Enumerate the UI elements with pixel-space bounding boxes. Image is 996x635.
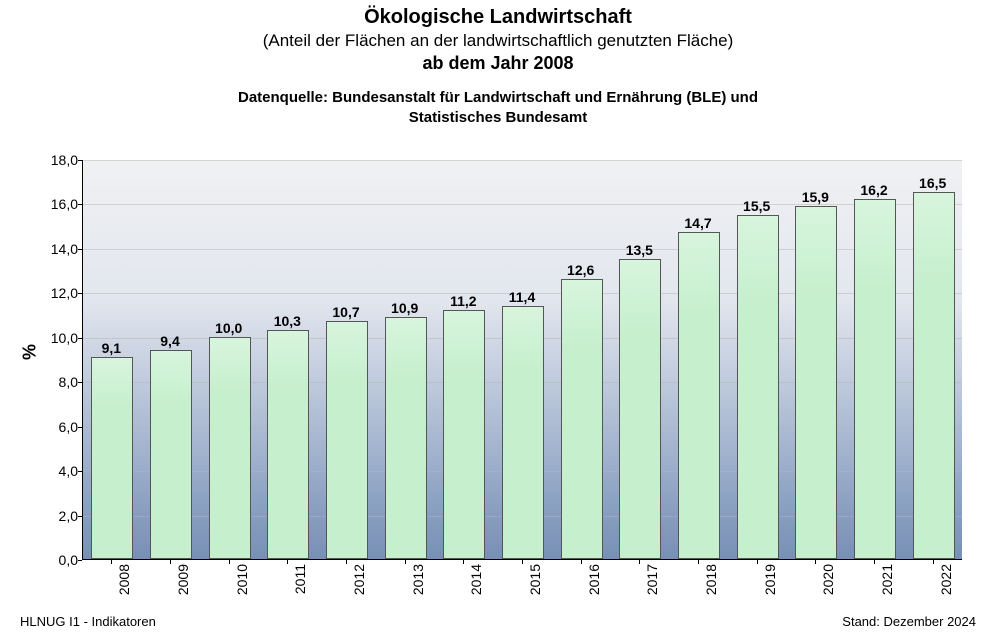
x-tick-label: 2022 — [938, 564, 954, 604]
y-tick-mark — [78, 516, 82, 517]
bar-value-label: 9,4 — [140, 333, 200, 349]
y-tick-mark — [78, 560, 82, 561]
y-tick-label: 8,0 — [28, 374, 78, 390]
x-tick-mark — [698, 560, 699, 564]
bar-value-label: 15,5 — [727, 198, 787, 214]
x-tick-label: 2008 — [116, 564, 132, 604]
bar — [854, 199, 896, 559]
y-tick-label: 16,0 — [28, 196, 78, 212]
y-tick-label: 12,0 — [28, 285, 78, 301]
x-tick-mark — [522, 560, 523, 564]
x-tick-mark — [170, 560, 171, 564]
source-line-2: Statistisches Bundesamt — [0, 108, 996, 128]
bar-value-label: 11,4 — [492, 289, 552, 305]
x-tick-mark — [463, 560, 464, 564]
chart-subtitle: (Anteil der Flächen an der landwirtschaf… — [0, 31, 996, 51]
bar-value-label: 10,7 — [316, 304, 376, 320]
bar — [443, 310, 485, 559]
chart-title-year: ab dem Jahr 2008 — [0, 53, 996, 74]
bar — [913, 192, 955, 559]
x-tick-mark — [287, 560, 288, 564]
x-tick-mark — [874, 560, 875, 564]
x-tick-mark — [405, 560, 406, 564]
x-tick-mark — [346, 560, 347, 564]
x-tick-label: 2011 — [292, 564, 308, 604]
y-tick-label: 10,0 — [28, 330, 78, 346]
bar-value-label: 13,5 — [609, 242, 669, 258]
bar — [91, 357, 133, 559]
bar-value-label: 12,6 — [551, 262, 611, 278]
x-tick-label: 2009 — [175, 564, 191, 604]
bar-value-label: 10,9 — [375, 300, 435, 316]
plot-area — [82, 160, 962, 560]
x-tick-mark — [933, 560, 934, 564]
bar-value-label: 9,1 — [81, 340, 141, 356]
x-tick-label: 2013 — [410, 564, 426, 604]
bar — [150, 350, 192, 559]
bar — [619, 259, 661, 559]
data-source: Datenquelle: Bundesanstalt für Landwirts… — [0, 88, 996, 127]
y-tick-label: 6,0 — [28, 419, 78, 435]
bar — [385, 317, 427, 559]
y-tick-mark — [78, 249, 82, 250]
x-tick-label: 2010 — [234, 564, 250, 604]
x-tick-label: 2017 — [644, 564, 660, 604]
x-tick-label: 2018 — [703, 564, 719, 604]
bar — [502, 306, 544, 559]
y-tick-mark — [78, 338, 82, 339]
bar — [209, 337, 251, 559]
bar — [678, 232, 720, 559]
bars-layer — [83, 160, 962, 559]
x-tick-mark — [639, 560, 640, 564]
x-tick-label: 2014 — [468, 564, 484, 604]
x-tick-mark — [229, 560, 230, 564]
y-tick-label: 14,0 — [28, 241, 78, 257]
y-tick-mark — [78, 427, 82, 428]
x-tick-label: 2021 — [879, 564, 895, 604]
x-tick-mark — [581, 560, 582, 564]
source-line-1: Datenquelle: Bundesanstalt für Landwirts… — [0, 88, 996, 108]
x-tick-mark — [757, 560, 758, 564]
x-tick-label: 2016 — [586, 564, 602, 604]
y-tick-label: 2,0 — [28, 508, 78, 524]
chart-title: Ökologische Landwirtschaft — [0, 6, 996, 29]
bar-value-label: 11,2 — [433, 293, 493, 309]
x-tick-mark — [815, 560, 816, 564]
bar-value-label: 16,2 — [844, 182, 904, 198]
y-tick-label: 0,0 — [28, 552, 78, 568]
y-tick-mark — [78, 204, 82, 205]
y-tick-label: 4,0 — [28, 463, 78, 479]
bar — [267, 330, 309, 559]
x-tick-label: 2015 — [527, 564, 543, 604]
y-tick-label: 18,0 — [28, 152, 78, 168]
bar-value-label: 14,7 — [668, 215, 728, 231]
bar — [737, 215, 779, 559]
footer-left: HLNUG I1 - Indikatoren — [20, 614, 156, 629]
bar-value-label: 16,5 — [903, 175, 963, 191]
y-axis-label: % — [20, 344, 41, 360]
x-tick-label: 2020 — [820, 564, 836, 604]
footer-right: Stand: Dezember 2024 — [842, 614, 976, 629]
y-tick-mark — [78, 382, 82, 383]
bar — [795, 206, 837, 559]
title-block: Ökologische Landwirtschaft (Anteil der F… — [0, 0, 996, 74]
bar — [326, 321, 368, 559]
x-tick-mark — [111, 560, 112, 564]
y-tick-mark — [78, 160, 82, 161]
bar — [561, 279, 603, 559]
bar-value-label: 15,9 — [785, 189, 845, 205]
chart-container: Ökologische Landwirtschaft (Anteil der F… — [0, 0, 996, 635]
y-tick-mark — [78, 471, 82, 472]
bar-value-label: 10,0 — [199, 320, 259, 336]
x-tick-label: 2019 — [762, 564, 778, 604]
y-tick-mark — [78, 293, 82, 294]
bar-value-label: 10,3 — [257, 313, 317, 329]
x-tick-label: 2012 — [351, 564, 367, 604]
